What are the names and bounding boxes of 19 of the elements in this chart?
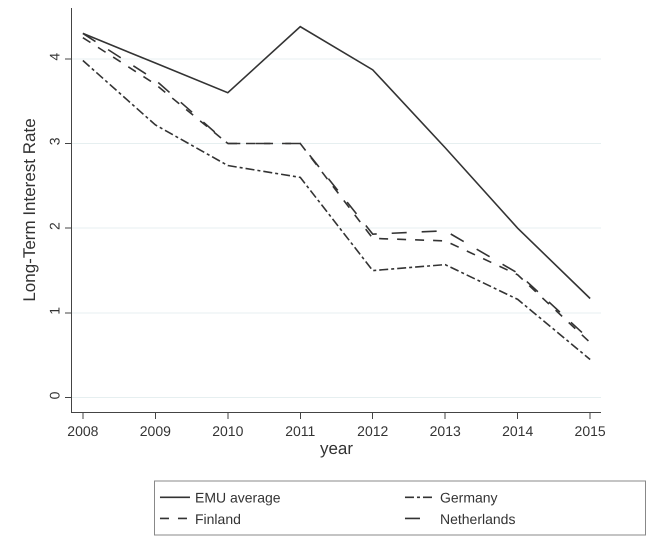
legend-label: Finland <box>194 510 241 527</box>
x-tick-label: 2010 <box>212 422 244 439</box>
x-tick-label: 2014 <box>502 422 534 439</box>
y-tick-label: 1 <box>46 306 62 315</box>
legend-label: EMU average <box>194 490 281 506</box>
y-tick-label: 3 <box>46 137 62 146</box>
x-axis-title: year <box>320 439 354 458</box>
y-axis-title: Long-Term Interest Rate <box>20 118 39 302</box>
x-tick-label: 2013 <box>430 422 461 439</box>
x-tick-label: 2012 <box>357 422 389 439</box>
x-tick-label: 2009 <box>140 422 172 439</box>
legend-label: Netherlands <box>440 510 516 527</box>
x-tick-label: 2015 <box>574 422 606 439</box>
x-tick-label: 2011 <box>285 422 316 439</box>
x-tick-label: 2008 <box>67 422 99 439</box>
y-tick-label: 0 <box>46 391 62 400</box>
legend-label: Germany <box>440 490 498 506</box>
y-tick-label: 2 <box>46 222 62 230</box>
y-tick-label: 4 <box>46 52 62 61</box>
